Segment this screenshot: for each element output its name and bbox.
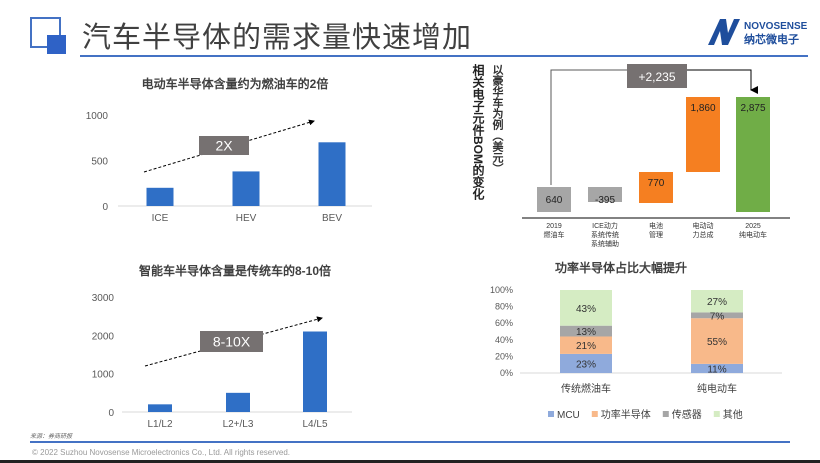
y-tick-label: 20% [495, 351, 513, 361]
y-tick-label: 1000 [92, 370, 115, 381]
waterfall-title: 相关电子元件BOM的变化 [471, 63, 485, 201]
title-decoration-outline [30, 17, 61, 48]
copyright: © 2022 Suzhou Novosense Microelectronics… [32, 448, 291, 457]
waterfall-bar [686, 97, 720, 172]
data-label: 1,860 [690, 103, 715, 114]
data-label: 770 [648, 178, 665, 189]
header-divider [80, 55, 808, 57]
y-tick-label: 80% [495, 302, 513, 312]
logo-text-en: NOVOSENSE [744, 21, 808, 32]
data-label: 55% [707, 337, 727, 348]
y-tick-label: 40% [495, 335, 513, 345]
data-label: 27% [707, 297, 727, 308]
source-note: 来源：券商研报 [30, 434, 73, 440]
x-tick-label: L2+/L3 [223, 419, 254, 430]
legend-swatch [548, 411, 554, 417]
title-decoration-fill [47, 35, 66, 54]
legend-swatch [591, 411, 598, 417]
x-tick-label: 传统燃油车 [561, 382, 611, 395]
callout-label: +2,235 [638, 70, 675, 84]
bottom-bar [0, 460, 820, 463]
bar-ICE [146, 187, 174, 206]
y-tick-label: 0 [102, 202, 108, 213]
footer-divider [30, 441, 790, 443]
chart-title: 电动车半导体含量约为燃油车的2倍 [142, 76, 329, 91]
x-tick-label: ICE [152, 213, 169, 224]
data-label: 43% [576, 304, 596, 315]
waterfall-bar [588, 187, 622, 202]
x-tick-label: 管理 [649, 230, 663, 239]
bar-BEV [318, 142, 346, 206]
x-tick-label: 纯电动车 [697, 382, 737, 395]
stack-segment-MCU [560, 353, 612, 373]
x-tick-label: 力总成 [693, 230, 714, 239]
legend-swatch [662, 411, 669, 417]
x-tick-label: ICE动力 [592, 221, 618, 230]
stack-segment-MCU [691, 363, 743, 373]
data-label: 11% [707, 364, 726, 375]
data-label: 13% [576, 327, 596, 338]
y-tick-label: 500 [91, 157, 108, 168]
bar-L2+/L3 [226, 392, 250, 412]
legend-label: MCU [557, 410, 580, 421]
x-tick-label: 燃油车 [544, 230, 565, 239]
stack-segment-功率半导体 [560, 336, 612, 354]
logo-n-icon [708, 19, 740, 45]
bar-L4/L5 [303, 331, 327, 412]
data-label: 23% [576, 359, 596, 370]
chart-title: 功率半导体占比大幅提升 [555, 260, 687, 275]
chart-title: 智能车半导体含量是传统车的8-10倍 [138, 263, 331, 278]
y-tick-label: 0 [108, 408, 114, 419]
stack-segment-传感器 [691, 312, 743, 319]
data-label: 7% [710, 311, 725, 322]
stack-segment-功率半导体 [691, 318, 743, 364]
x-tick-label: 纯电动车 [739, 230, 767, 239]
logo-text-cn: 纳芯微电子 [744, 32, 799, 46]
y-tick-label: 1000 [86, 111, 109, 122]
trend-arrow [143, 119, 315, 173]
callout-box [627, 64, 687, 88]
page-title: 汽车半导体的需求量快速增加 [82, 20, 473, 54]
x-tick-label: BEV [322, 213, 342, 224]
stack-segment-传感器 [560, 325, 612, 337]
x-tick-label: 电池 [649, 221, 663, 230]
bracket-arrow [687, 69, 758, 94]
callout-box [200, 331, 263, 352]
y-tick-label: 0% [500, 368, 513, 378]
stack-segment-其他 [560, 290, 612, 326]
x-tick-label: 2019 [546, 223, 562, 230]
y-tick-label: 100% [490, 285, 513, 295]
x-tick-label: L4/L5 [302, 419, 327, 430]
waterfall-bar [537, 187, 571, 212]
bar-L1/L2 [148, 404, 172, 412]
data-label: 21% [576, 341, 596, 352]
x-tick-label: 系统辅助 [591, 239, 619, 248]
legend-swatch [713, 411, 720, 417]
callout-label: 2X [215, 138, 233, 154]
callout-box [199, 136, 249, 155]
y-tick-label: 60% [495, 318, 513, 328]
x-tick-label: 2025 [745, 223, 761, 230]
waterfall-bar [639, 172, 673, 203]
legend-label: 传感器 [672, 408, 702, 421]
waterfall-subtitle: 以豪华车为例（美元） [491, 64, 505, 174]
callout-label: 8-10X [213, 334, 251, 350]
y-tick-label: 3000 [92, 293, 115, 304]
data-label: -395 [595, 195, 615, 206]
legend-label: 功率半导体 [601, 408, 651, 421]
legend-label: 其他 [723, 408, 743, 421]
data-label: 640 [546, 195, 563, 206]
bracket-line [550, 69, 627, 185]
y-tick-label: 2000 [92, 331, 115, 342]
x-tick-label: 电动动 [693, 221, 714, 230]
x-tick-label: L1/L2 [147, 419, 172, 430]
stack-segment-其他 [691, 290, 743, 313]
x-tick-label: HEV [236, 213, 257, 224]
novosense-logo: NOVOSENSE 纳芯微电子 [708, 19, 808, 46]
bar-HEV [232, 171, 260, 206]
waterfall-bar [736, 97, 770, 212]
x-tick-label: 系统传统 [591, 230, 619, 239]
data-label: 2,875 [740, 103, 765, 114]
